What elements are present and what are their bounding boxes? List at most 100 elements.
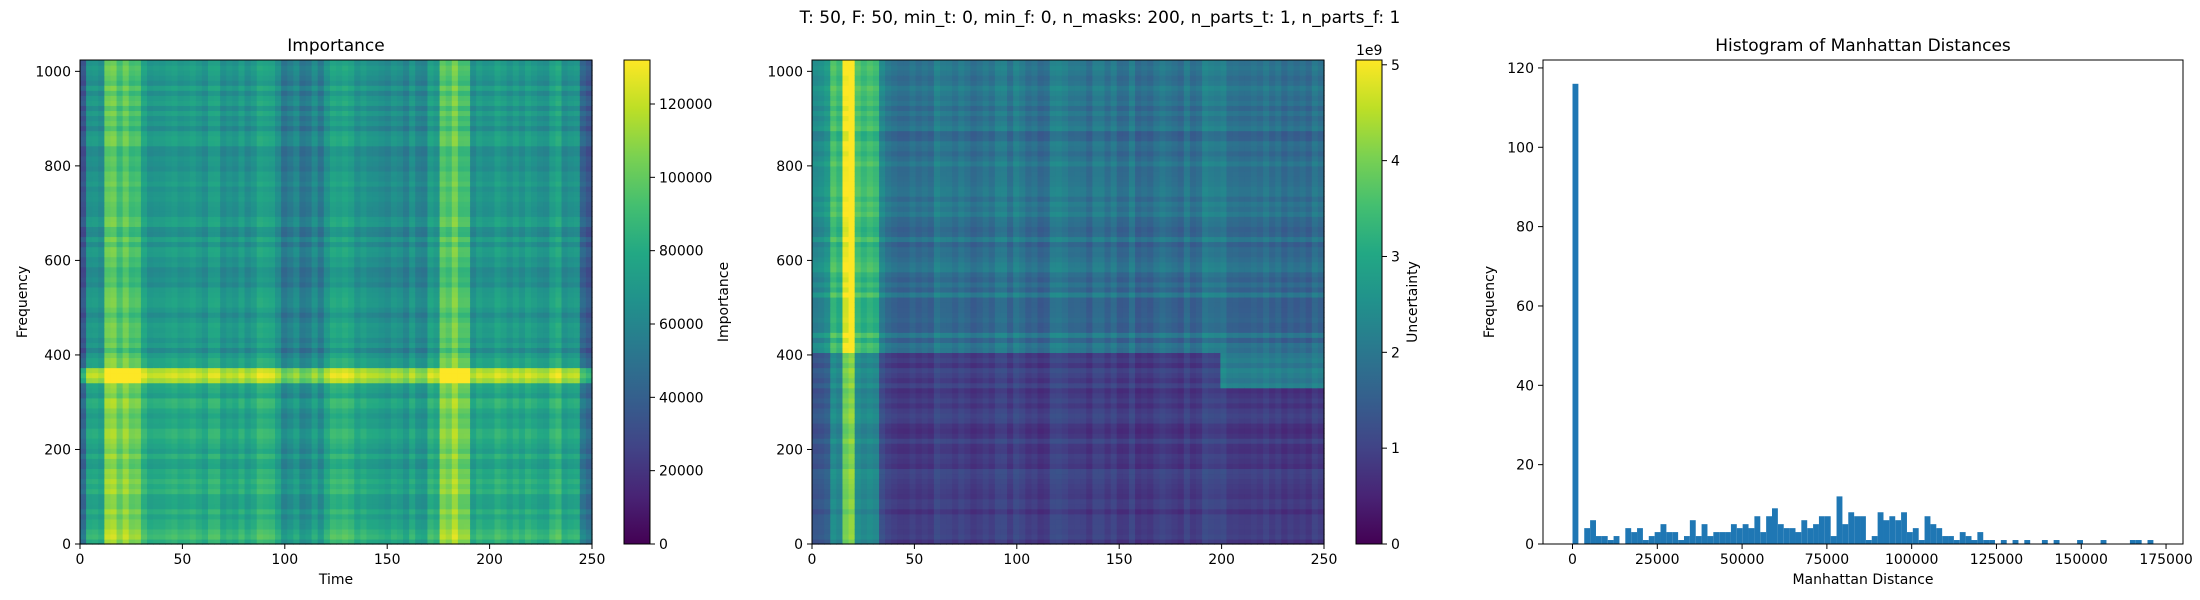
importance-cell [232, 281, 240, 288]
importance-cell [116, 75, 124, 81]
importance-cell [110, 155, 118, 162]
importance-cell [189, 226, 197, 233]
importance-cell [336, 397, 343, 404]
importance-cell [336, 125, 343, 132]
importance-cell [171, 302, 179, 308]
importance-cell [348, 216, 355, 222]
importance-cell [372, 523, 380, 530]
importance-cell [183, 433, 191, 439]
importance-cell [128, 503, 136, 510]
importance-cell [348, 181, 355, 187]
importance-cell [189, 276, 197, 283]
importance-cell [275, 302, 282, 308]
importance-cell [214, 135, 221, 142]
importance-cell [220, 191, 227, 197]
importance-cell [220, 266, 227, 273]
importance-cell [390, 135, 398, 142]
importance-cell [147, 307, 154, 313]
importance-cell [104, 150, 112, 157]
importance-cell [122, 201, 130, 207]
importance-cell [134, 463, 142, 469]
importance-cell [342, 276, 349, 283]
importance-cell [372, 453, 380, 459]
importance-cell [104, 533, 112, 540]
importance-cell [299, 256, 307, 263]
importance-cell [372, 90, 380, 96]
importance-cell [323, 417, 331, 424]
importance-cell [226, 307, 233, 313]
importance-cell [372, 105, 380, 112]
importance-cell [214, 423, 221, 429]
importance-cell [317, 528, 325, 535]
importance-cell [122, 130, 130, 137]
importance-cell [134, 428, 142, 434]
importance-cell [238, 493, 246, 500]
importance-cell [122, 438, 130, 444]
importance-cell [140, 95, 148, 101]
figure-suptitle: T: 50, F: 50, min_t: 0, min_f: 0, n_mask… [799, 8, 1401, 28]
importance-cell [128, 266, 136, 273]
importance-cell [372, 468, 380, 475]
importance-cell [189, 231, 197, 238]
importance-cell [153, 458, 160, 464]
importance-cell [232, 322, 240, 328]
importance-cell [256, 221, 264, 227]
importance-cell [189, 165, 197, 172]
importance-cell [195, 377, 203, 384]
importance-cell [86, 508, 93, 515]
importance-cell [336, 327, 343, 333]
importance-cell [159, 508, 166, 515]
importance-cell [311, 327, 319, 333]
importance-cell [92, 256, 99, 263]
importance-cell [360, 221, 368, 227]
importance-cell [110, 286, 118, 293]
importance-cell [147, 302, 154, 308]
importance-cell [244, 483, 252, 490]
importance-cell [104, 286, 112, 293]
importance-cell [305, 392, 313, 399]
importance-cell [305, 140, 313, 147]
importance-cell [189, 508, 197, 515]
importance-cell [390, 80, 398, 86]
importance-cell [281, 276, 288, 283]
importance-cell [226, 493, 233, 500]
importance-cell [128, 327, 136, 333]
importance-cell [195, 407, 203, 414]
importance-cell [86, 196, 93, 202]
importance-cell [153, 382, 160, 389]
importance-cell [232, 423, 240, 429]
importance-cell [256, 231, 264, 238]
importance-cell [262, 95, 270, 101]
importance-cell [208, 342, 215, 348]
importance-cell [372, 155, 380, 162]
importance-cell [165, 488, 173, 495]
importance-cell [86, 387, 93, 394]
importance-cell [354, 372, 361, 379]
importance-cell [80, 322, 87, 328]
importance-cell [153, 286, 160, 293]
importance-cell [80, 538, 87, 545]
importance-cell [189, 236, 197, 243]
importance-cell [159, 110, 166, 117]
importance-cell [104, 377, 112, 384]
importance-cell [86, 513, 93, 520]
importance-cell [116, 352, 124, 359]
importance-cell [128, 332, 136, 338]
importance-cell [147, 165, 154, 172]
importance-cell [220, 322, 227, 328]
importance-cell [360, 276, 368, 283]
importance-cell [354, 291, 361, 298]
importance-cell [140, 206, 148, 212]
importance-cell [232, 397, 240, 404]
importance-cell [390, 372, 398, 379]
importance-cell [134, 458, 142, 464]
importance-cell [238, 261, 246, 268]
importance-cell [250, 170, 258, 177]
importance-cell [317, 337, 325, 343]
importance-cell [360, 95, 368, 101]
importance-cell [238, 428, 246, 434]
importance-cell [336, 276, 343, 283]
importance-cell [366, 312, 374, 318]
importance-cell [134, 523, 142, 530]
importance-cell [390, 382, 398, 389]
